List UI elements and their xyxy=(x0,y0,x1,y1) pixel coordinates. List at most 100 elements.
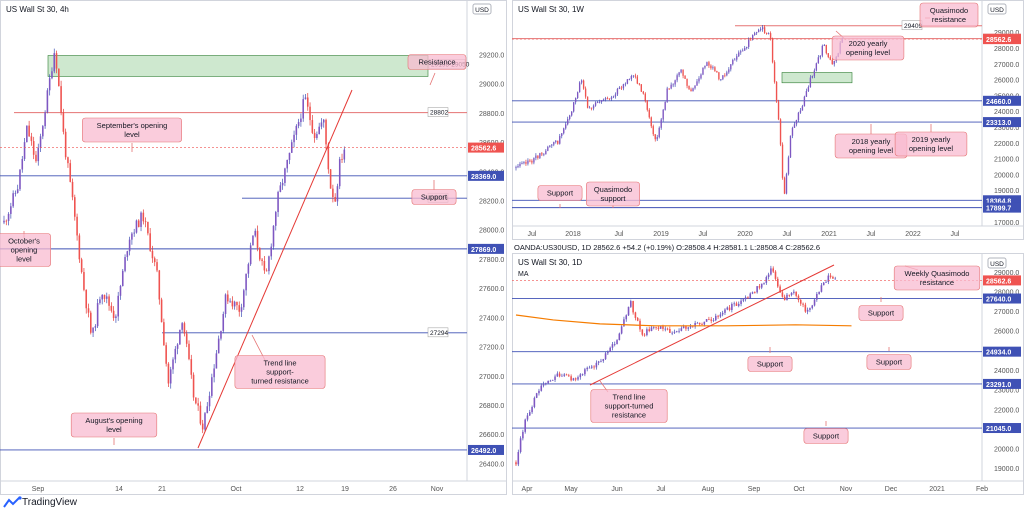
candle xyxy=(293,134,295,143)
candle xyxy=(627,306,630,316)
candle xyxy=(801,106,804,111)
candle xyxy=(519,438,522,452)
candle xyxy=(570,376,572,381)
candle xyxy=(579,374,582,378)
candle xyxy=(779,286,781,293)
x-tick-label: 12 xyxy=(296,486,304,493)
annotation-text: support-turned xyxy=(605,402,654,411)
candle xyxy=(602,99,605,101)
x-tick-label: Aug xyxy=(702,486,715,493)
candle xyxy=(701,324,703,325)
level-price-tag-label: 28562.6 xyxy=(986,278,1011,285)
candle xyxy=(710,65,712,69)
candle xyxy=(236,301,238,306)
candle xyxy=(644,93,646,101)
candle xyxy=(115,316,117,318)
candle xyxy=(238,305,241,312)
level-price-tag xyxy=(468,170,504,181)
candle xyxy=(750,39,752,41)
candle xyxy=(89,312,92,333)
candle xyxy=(286,159,289,169)
candle xyxy=(755,32,758,34)
candle xyxy=(533,158,535,163)
candle xyxy=(60,86,62,113)
candle xyxy=(785,174,788,194)
candle xyxy=(229,300,231,302)
y-tick-label: 22000.0 xyxy=(994,407,1019,414)
candle xyxy=(672,84,674,86)
candle xyxy=(660,119,662,128)
candle xyxy=(300,118,302,123)
candle xyxy=(754,292,756,294)
currency-badge xyxy=(987,257,1007,269)
level-price-tag-label: 24660.0 xyxy=(986,99,1011,106)
candle xyxy=(55,53,58,69)
candle xyxy=(7,213,10,221)
y-tick-label: 26000.0 xyxy=(994,329,1019,336)
candle xyxy=(263,260,266,271)
candle xyxy=(137,220,140,227)
chart-title: US Wall St 30, 1D xyxy=(518,258,582,267)
x-tick-label: Jul xyxy=(699,231,708,238)
candle xyxy=(678,330,680,332)
candle xyxy=(119,286,122,296)
candle xyxy=(724,75,726,77)
candle xyxy=(756,286,758,293)
candle xyxy=(541,153,543,155)
y-tick-label: 26600.0 xyxy=(479,432,504,439)
annotation-text: opening level xyxy=(849,146,894,155)
annotation-text: opening level xyxy=(909,144,954,153)
candle xyxy=(247,264,250,274)
candle xyxy=(336,186,339,202)
annotation-text: opening level xyxy=(846,48,891,57)
candle xyxy=(588,107,591,109)
candle xyxy=(600,360,602,362)
currency-badge-label: USD xyxy=(990,261,1004,268)
candle xyxy=(744,48,746,51)
level-price-tag xyxy=(983,195,1021,206)
candle xyxy=(165,345,167,364)
x-tick-label: 14 xyxy=(115,486,123,493)
trend-line xyxy=(197,89,353,449)
y-tick-label: 23000.0 xyxy=(994,388,1019,395)
candle xyxy=(334,196,336,202)
candle xyxy=(67,157,69,164)
candle xyxy=(797,295,800,300)
annotation-text: Trend line xyxy=(263,359,296,368)
x-tick-label: 2018 xyxy=(565,231,581,238)
candle xyxy=(85,289,88,309)
candle xyxy=(555,140,557,143)
candle xyxy=(174,348,177,360)
y-tick-label: 26400.0 xyxy=(479,461,504,468)
candle xyxy=(804,304,807,312)
candle xyxy=(48,78,51,91)
candle xyxy=(256,230,259,248)
candle xyxy=(163,322,165,346)
candle xyxy=(781,144,784,178)
candle xyxy=(668,88,670,90)
candle xyxy=(195,397,197,404)
candle xyxy=(825,281,827,283)
candle xyxy=(547,380,549,384)
annotation-text: Support xyxy=(876,358,903,367)
annotation-text: Trend line xyxy=(612,393,645,402)
candle xyxy=(551,144,553,146)
candle xyxy=(724,309,726,313)
candle xyxy=(720,79,722,81)
level-price-tag-label: 17899.7 xyxy=(986,206,1011,213)
candle xyxy=(718,72,720,80)
candle xyxy=(142,212,145,222)
candle xyxy=(549,380,552,382)
candle xyxy=(618,333,621,341)
candle xyxy=(628,79,631,80)
annotation-text: October's xyxy=(8,237,40,246)
level-price-tag-label: 26492.0 xyxy=(471,448,496,455)
candle xyxy=(771,39,774,63)
candle xyxy=(669,329,671,333)
annotation-callout xyxy=(919,2,979,28)
candle xyxy=(204,413,206,430)
y-tick-label: 28800.0 xyxy=(479,111,504,118)
candle xyxy=(528,412,531,416)
candle xyxy=(797,112,800,121)
candle xyxy=(676,75,678,81)
